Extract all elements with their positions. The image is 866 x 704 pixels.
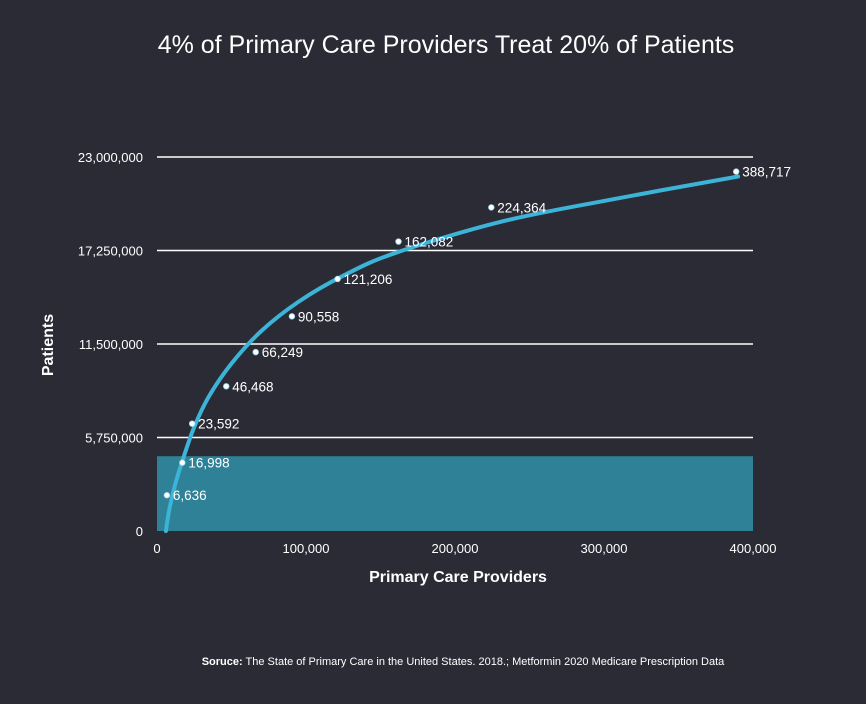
x-tick-label: 300,000 — [581, 541, 628, 556]
data-label: 162,082 — [405, 235, 454, 250]
data-point — [188, 420, 196, 427]
x-tick-label: 0 — [153, 541, 160, 556]
data-label: 16,998 — [188, 456, 229, 471]
trend-line — [163, 174, 741, 533]
source-note: Soruce: The State of Primary Care in the… — [202, 656, 725, 668]
source-text: The State of Primary Care in the United … — [243, 656, 725, 668]
data-label: 121,206 — [344, 272, 393, 287]
y-tick-label: 5,750,000 — [85, 431, 143, 446]
chart-title: 4% of Primary Care Providers Treat 20% o… — [158, 31, 735, 59]
x-tick-label: 400,000 — [730, 541, 777, 556]
x-tick-label: 200,000 — [432, 541, 479, 556]
grid-lines — [157, 156, 753, 439]
data-point — [179, 459, 186, 466]
data-label: 388,717 — [742, 165, 791, 180]
data-label: 90,558 — [298, 309, 339, 324]
data-point — [223, 383, 230, 390]
x-tick-label: 100,000 — [283, 541, 330, 556]
data-point — [732, 168, 740, 175]
y-tick-label: 17,250,000 — [78, 244, 143, 259]
data-point — [252, 348, 259, 356]
data-point — [163, 492, 171, 499]
plot-area: 0 5,750,000 11,500,000 17,250,000 23,000,000… — [78, 150, 791, 556]
y-tick-labels: 0 5,750,000 11,500,000 17,250,000 23,000,000 — [78, 150, 143, 539]
y-tick-label: 11,500,000 — [79, 337, 143, 352]
data-label: 224,364 — [497, 200, 546, 215]
data-label: 46,468 — [232, 379, 273, 394]
data-point — [334, 275, 341, 283]
y-tick-label: 0 — [136, 524, 143, 539]
data-label: 6,636 — [173, 488, 207, 503]
x-tick-labels: 0 100,000 200,000 300,000 400,000 — [153, 541, 776, 556]
highlight-band — [157, 456, 753, 531]
data-points — [163, 168, 740, 499]
x-axis-title: Primary Care Providers — [369, 569, 547, 586]
data-point — [488, 204, 495, 211]
data-point — [288, 313, 296, 320]
source-key: Soruce: — [202, 656, 243, 668]
data-label: 23,592 — [198, 417, 239, 432]
data-labels: 6,636 16,998 23,592 46,468 66,249 90,558 121,2… — [173, 165, 791, 504]
data-point — [395, 238, 402, 245]
y-axis-title: Patients — [40, 314, 57, 376]
y-tick-label: 23,000,000 — [78, 150, 143, 165]
data-label: 66,249 — [262, 345, 303, 360]
